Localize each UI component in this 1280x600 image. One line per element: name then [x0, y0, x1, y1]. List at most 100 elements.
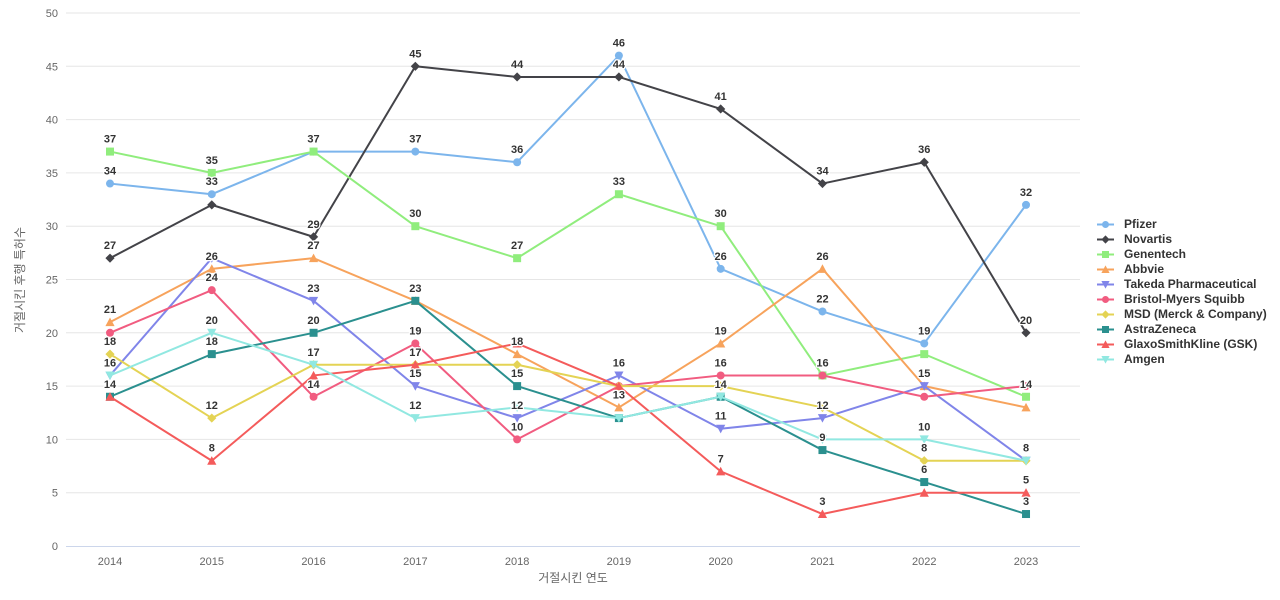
data-point-marker[interactable]: [920, 392, 929, 401]
data-point-marker[interactable]: [817, 264, 828, 273]
legend-item-takeda-pharmaceutical[interactable]: Takeda Pharmaceutical: [1097, 277, 1267, 292]
data-point-marker[interactable]: [207, 168, 216, 177]
data-point-marker[interactable]: [308, 253, 319, 263]
data-point-marker[interactable]: [207, 328, 217, 338]
data-point-marker[interactable]: [920, 339, 929, 348]
series-astrazeneca[interactable]: [106, 296, 1031, 519]
data-point-marker[interactable]: [716, 424, 726, 434]
series-pfizer[interactable]: [106, 51, 1031, 348]
data-point-marker[interactable]: [817, 178, 828, 189]
data-point-marker[interactable]: [106, 147, 114, 156]
data-point-marker[interactable]: [512, 403, 522, 413]
data-point-marker[interactable]: [512, 338, 522, 348]
data-point-marker[interactable]: [410, 360, 420, 369]
legend-item-pfizer[interactable]: Pfizer: [1097, 217, 1267, 232]
data-point-marker[interactable]: [919, 382, 929, 391]
data-point-marker[interactable]: [817, 414, 828, 423]
data-point-marker[interactable]: [817, 402, 828, 413]
series-amgen[interactable]: [105, 328, 1031, 466]
series-msd-merck-company[interactable]: [105, 349, 1031, 466]
data-point-marker[interactable]: [716, 104, 726, 114]
data-point-marker[interactable]: [1021, 402, 1031, 412]
data-point-marker[interactable]: [919, 435, 929, 444]
data-point-marker[interactable]: [308, 296, 319, 306]
data-point-marker[interactable]: [1022, 382, 1031, 391]
data-point-marker[interactable]: [817, 435, 828, 444]
data-point-marker[interactable]: [207, 456, 217, 465]
data-point-marker[interactable]: [614, 190, 623, 199]
data-point-marker[interactable]: [309, 328, 318, 337]
data-point-marker[interactable]: [207, 190, 216, 199]
data-point-marker[interactable]: [716, 222, 725, 231]
data-point-marker[interactable]: [1022, 392, 1031, 401]
data-point-marker[interactable]: [105, 317, 115, 327]
data-point-marker[interactable]: [614, 414, 624, 423]
legend-item-novartis[interactable]: Novartis: [1097, 232, 1267, 247]
data-point-marker[interactable]: [614, 51, 623, 60]
data-point-marker[interactable]: [106, 328, 114, 337]
data-point-marker[interactable]: [919, 456, 929, 466]
data-point-marker[interactable]: [716, 371, 725, 380]
data-point-marker[interactable]: [207, 264, 217, 273]
data-point-marker[interactable]: [105, 253, 115, 263]
legend-item-abbvie[interactable]: Abbvie: [1097, 262, 1267, 277]
data-point-marker[interactable]: [207, 350, 216, 359]
data-point-marker[interactable]: [207, 413, 217, 423]
series-takeda-pharmaceutical[interactable]: [105, 254, 1031, 466]
data-point-marker[interactable]: [512, 360, 522, 370]
legend-item-glaxosmithkline-gsk[interactable]: GlaxoSmithKline (GSK): [1097, 337, 1267, 352]
series-novartis[interactable]: [105, 61, 1031, 338]
data-point-marker[interactable]: [207, 254, 217, 263]
data-point-marker[interactable]: [716, 338, 726, 348]
data-point-marker[interactable]: [411, 222, 420, 231]
legend-item-astrazeneca[interactable]: AstraZeneca: [1097, 322, 1267, 337]
data-point-marker[interactable]: [410, 382, 420, 391]
data-point-marker[interactable]: [716, 466, 726, 476]
data-point-marker[interactable]: [716, 264, 725, 273]
legend-item-bristol-myers-squibb[interactable]: Bristol-Myers Squibb: [1097, 292, 1267, 307]
data-point-marker[interactable]: [1021, 328, 1031, 338]
data-point-marker[interactable]: [309, 147, 318, 156]
data-point-marker[interactable]: [513, 158, 522, 167]
data-point-marker[interactable]: [614, 72, 624, 82]
data-point-marker[interactable]: [410, 414, 420, 423]
data-point-marker[interactable]: [1022, 200, 1031, 209]
data-point-marker[interactable]: [920, 478, 929, 487]
series-glaxosmithkline-gsk[interactable]: [105, 338, 1031, 519]
data-point-marker[interactable]: [411, 296, 420, 305]
data-point-marker[interactable]: [207, 286, 216, 295]
data-point-marker[interactable]: [716, 392, 726, 402]
data-point-marker[interactable]: [919, 157, 929, 167]
data-point-marker[interactable]: [512, 72, 522, 82]
data-point-marker[interactable]: [1021, 456, 1031, 466]
data-point-marker[interactable]: [308, 232, 319, 242]
data-point-marker[interactable]: [411, 147, 420, 156]
data-point-marker[interactable]: [308, 370, 319, 380]
data-point-marker[interactable]: [614, 381, 624, 391]
data-point-marker[interactable]: [919, 488, 929, 497]
data-point-marker[interactable]: [105, 392, 115, 401]
data-point-marker[interactable]: [309, 392, 318, 401]
data-point-marker[interactable]: [105, 371, 115, 381]
data-point-marker[interactable]: [818, 307, 827, 316]
data-point-marker[interactable]: [614, 402, 624, 412]
data-point-marker[interactable]: [411, 339, 420, 348]
data-point-marker[interactable]: [513, 435, 522, 444]
data-point-marker[interactable]: [308, 360, 319, 370]
data-point-marker[interactable]: [920, 350, 929, 359]
legend-item-amgen[interactable]: Amgen: [1097, 352, 1267, 367]
data-point-marker[interactable]: [1021, 488, 1031, 497]
data-point-marker[interactable]: [818, 446, 827, 455]
data-point-marker[interactable]: [512, 414, 522, 423]
data-point-marker[interactable]: [817, 509, 828, 519]
series-genentech[interactable]: [106, 147, 1031, 401]
data-point-marker[interactable]: [410, 61, 420, 71]
legend-item-msd-merck-company[interactable]: MSD (Merck & Company): [1097, 307, 1267, 322]
data-point-marker[interactable]: [513, 382, 522, 391]
data-point-marker[interactable]: [512, 349, 522, 359]
data-point-marker[interactable]: [716, 381, 726, 391]
legend-item-genentech[interactable]: Genentech: [1097, 247, 1267, 262]
data-point-marker[interactable]: [106, 179, 114, 188]
data-point-marker[interactable]: [818, 371, 827, 380]
data-point-marker[interactable]: [105, 349, 115, 359]
